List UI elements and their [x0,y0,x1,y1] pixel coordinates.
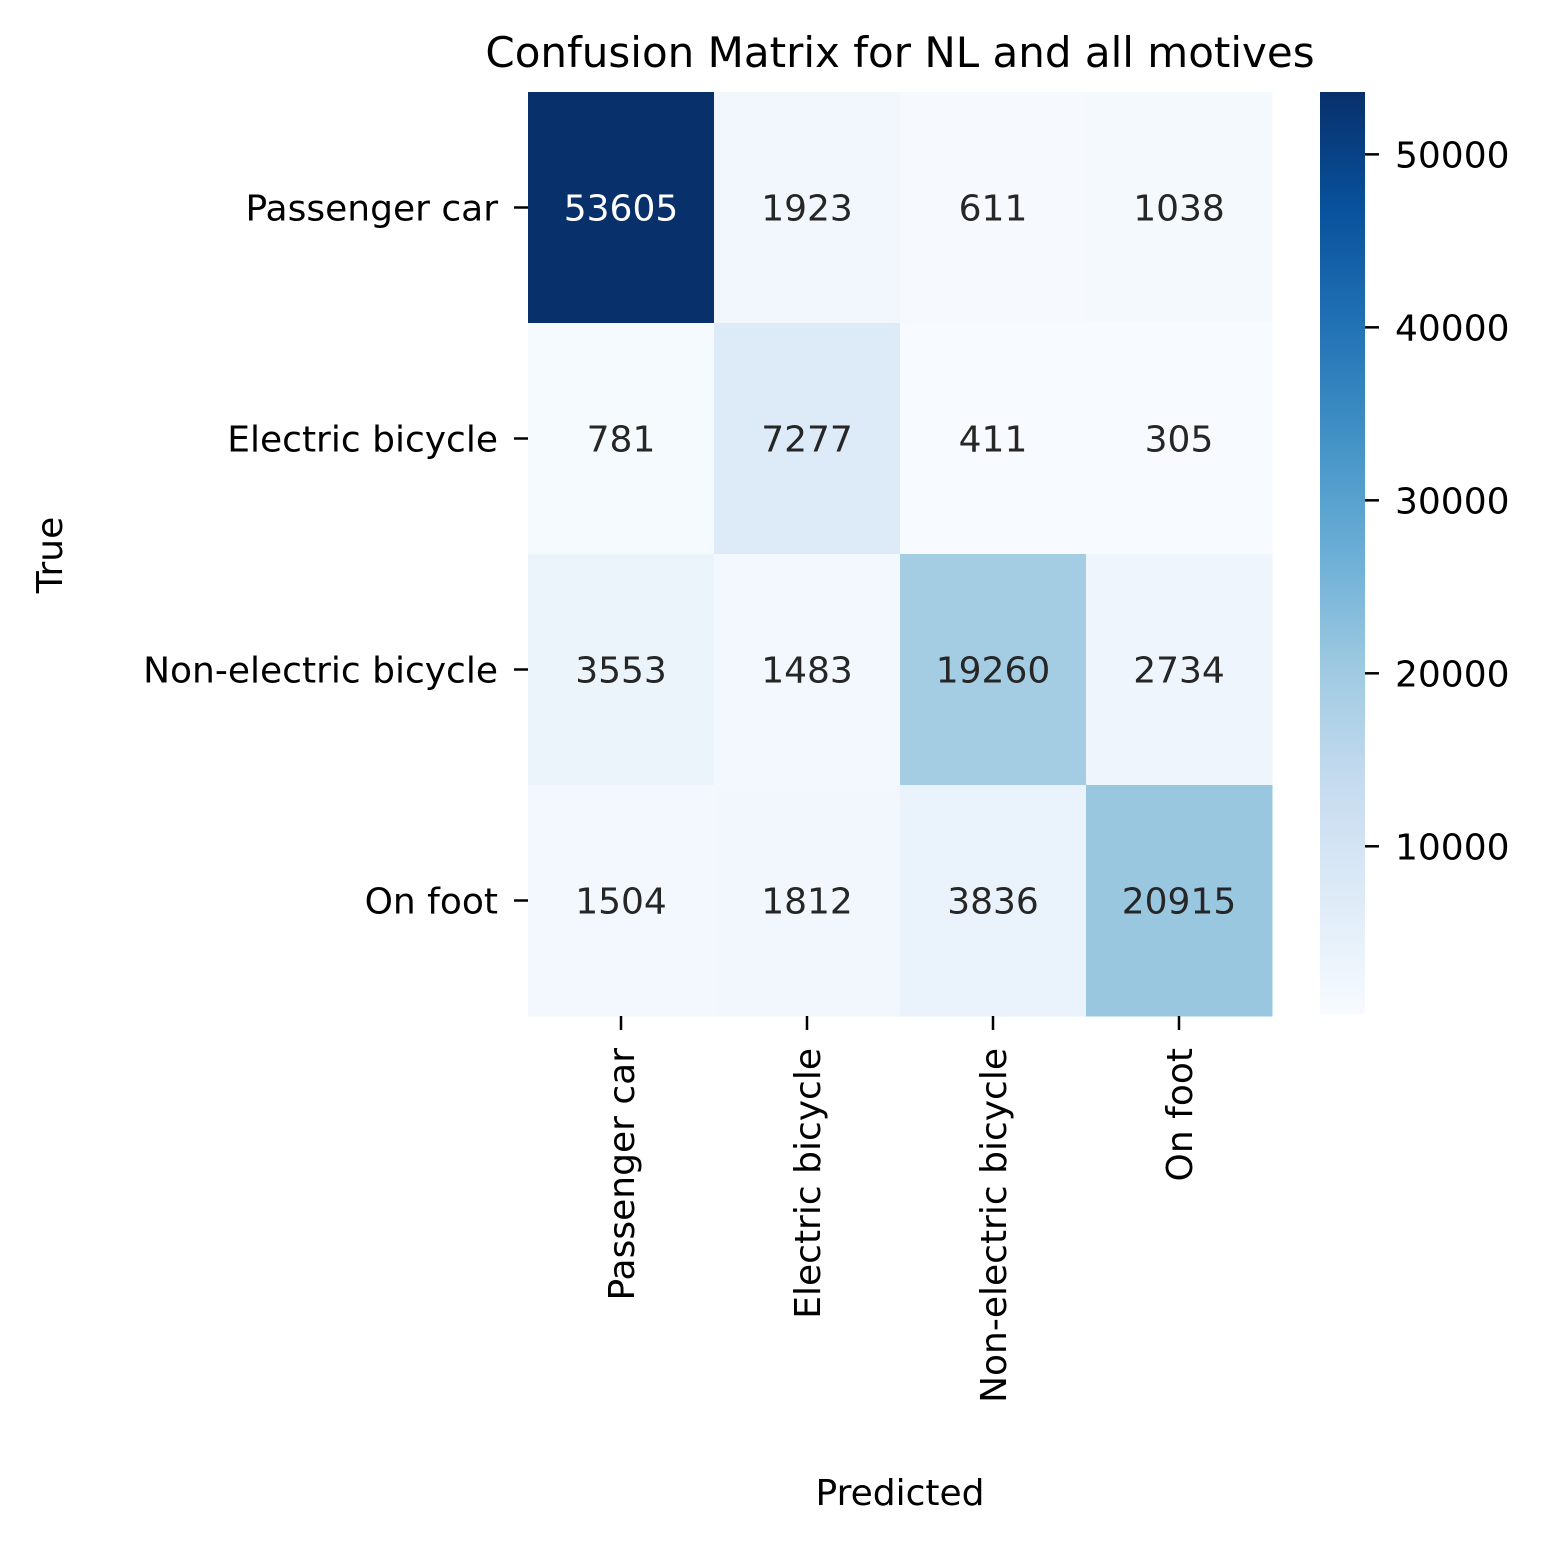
x-axis-ticks: Passenger car Electric bicycle Non-electri… [602,1016,1201,1403]
heatmap-cell [900,554,1087,786]
colorbar-tick-label: 10000 [1395,827,1510,868]
heatmap-cell [900,785,1087,1017]
y-tick-label: Non-electric bicycle [143,651,498,692]
x-tick-label: Non-electric bicycle [974,1048,1015,1403]
cell-value-label: 1923 [761,189,853,230]
cell-value-label: 7277 [761,420,853,461]
cell-value-label: 19260 [936,651,1051,692]
colorbar-tick-label: 30000 [1395,481,1510,522]
y-tick-label: Electric bicycle [227,420,498,461]
colorbar-ticks: 10000 20000 30000 40000 50000 [1365,135,1510,868]
heatmap-cell [714,785,901,1017]
heatmap-cell [528,554,715,786]
cell-value-label: 20915 [1122,882,1237,923]
heatmap-cell [1086,554,1273,786]
cell-value-label: 1038 [1133,189,1225,230]
x-axis-label: Predicted [816,1473,985,1514]
cell-value-label: 2734 [1133,651,1225,692]
colorbar-tick-label: 40000 [1395,308,1510,349]
heatmap-cell [1086,92,1273,324]
colorbar-gradient [1320,92,1365,1014]
cell-value-label: 53605 [564,189,679,230]
cell-value-label: 1483 [761,651,853,692]
chart-title: Confusion Matrix for NL and all motives [485,28,1314,77]
heatmap-cell [1086,785,1273,1017]
cell-value-label: 3553 [575,651,667,692]
colorbar-tick-label: 50000 [1395,135,1510,176]
heatmap-cells [528,92,1273,1017]
cell-value-label: 3836 [947,882,1039,923]
heatmap-cell [528,92,715,324]
colorbar: 10000 20000 30000 40000 50000 [1320,92,1510,1014]
cell-value-label: 411 [959,420,1028,461]
colorbar-tick-label: 20000 [1395,654,1510,695]
heatmap-cell [714,554,901,786]
cell-annotations: 53605 1923 611 1038 781 7277 411 305 3553 1483 192… [564,189,1237,923]
y-axis-label: True [30,517,71,594]
heatmap-cell [528,323,715,555]
cell-value-label: 305 [1145,420,1214,461]
cell-value-label: 611 [959,189,1028,230]
x-tick-label: Passenger car [602,1048,643,1301]
heatmap-cell [714,92,901,324]
heatmap-cell [900,92,1087,324]
y-tick-label: On foot [365,882,498,923]
heatmap-cell [714,323,901,555]
cell-value-label: 1504 [575,882,667,923]
y-tick-label: Passenger car [245,189,498,230]
cell-value-label: 781 [587,420,656,461]
heatmap-cell [528,785,715,1017]
heatmap-cell [1086,323,1273,555]
x-tick-label: On foot [1160,1048,1201,1181]
x-tick-label: Electric bicycle [788,1048,829,1319]
heatmap-cell [900,323,1087,555]
y-axis-ticks: Passenger car Electric bicycle Non-electri… [143,189,528,923]
cell-value-label: 1812 [761,882,853,923]
